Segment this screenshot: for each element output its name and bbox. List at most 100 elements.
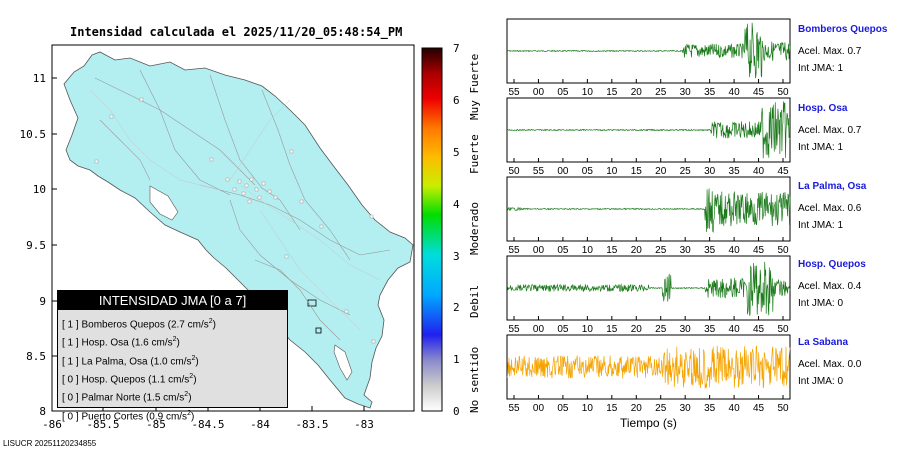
roads	[89, 89, 381, 331]
waveform-tick-label: 00	[533, 87, 545, 98]
waveform-tick-label: 50	[777, 245, 789, 256]
boundaries	[94, 69, 391, 341]
waveform-tick-label: 35	[704, 245, 716, 256]
waveform-tick-label: 50	[777, 87, 789, 98]
waveform-tick-label: 00	[533, 324, 545, 335]
waveform-tick-label: 05	[557, 403, 569, 414]
waveform-tick-label: 50	[777, 324, 789, 335]
station-info: Hosp. Quepos Acel. Max. 0.4 Int JMA: 0	[798, 259, 866, 312]
station-accel: Acel. Max. 0.4	[798, 281, 862, 292]
station-name: La Palma, Osa	[798, 181, 867, 192]
station-accel: Acel. Max. 0.7	[798, 46, 862, 57]
station-dots	[94, 97, 376, 344]
waveform-tick-label: 25	[655, 403, 667, 414]
legend-entry: [ 0 ] Hosp. Quepos (1.1 cm/s2)	[62, 372, 197, 386]
station-name: Hosp. Osa	[798, 103, 848, 114]
golfo-dulce	[333, 344, 353, 381]
waveform-tick-label: 25	[655, 87, 667, 98]
waveform-tick-label: 20	[631, 324, 643, 335]
waveform-tick-label: 10	[606, 166, 618, 177]
scale-tick: 0	[453, 405, 460, 418]
map-y-tick: 9.5	[26, 239, 46, 252]
waveform-tick-label: 50	[508, 166, 520, 177]
scale-tick: 6	[453, 94, 460, 107]
station-info: La Palma, Osa Acel. Max. 0.6 Int JMA: 1	[798, 181, 866, 234]
waveform-tick-label: 40	[729, 324, 741, 335]
waveform-tick-label: 00	[557, 166, 569, 177]
map-x-tick: -86	[42, 418, 62, 431]
station-info: La Sabana Acel. Max. 0.0 Int JMA: 0	[798, 337, 861, 390]
waveform-tick-label: 30	[680, 87, 692, 98]
waveform-tick-label: 45	[753, 87, 765, 98]
station-accel: Acel. Max. 0.0	[798, 359, 862, 370]
waveform-tick-label: 30	[680, 403, 692, 414]
waveform-tick-label: 10	[582, 403, 594, 414]
waveform-tick-label: 10	[582, 87, 594, 98]
waveform-tick-label: 00	[533, 245, 545, 256]
waveform-tick-label: 00	[533, 403, 545, 414]
legend-entry: [ 0 ] Puerto Cortes (0.9 cm/s2)	[62, 409, 195, 422]
waveform-trace	[506, 101, 791, 159]
waveform-tick-label: 55	[508, 324, 520, 335]
station-name: La Sabana	[798, 337, 849, 348]
waveform-tick-label: 35	[704, 324, 716, 335]
scale-label-muy-fuerte: Muy Fuerte	[468, 54, 481, 120]
map-title: Intensidad calculada el 2025/11/20_05:48…	[70, 25, 403, 39]
station-int: Int JMA: 0	[798, 376, 844, 387]
intensity-legend: INTENSIDAD JMA [0 a 7] [ 1 ] Bomberos Qu…	[57, 290, 288, 422]
waveform-tick-label: 15	[631, 166, 643, 177]
legend-header: INTENSIDAD JMA [0 a 7]	[58, 291, 287, 310]
scale-tick: 7	[453, 42, 460, 55]
waveform-tick-label: 40	[753, 166, 765, 177]
station-info: Bomberos Quepos Acel. Max. 0.7 Int JMA: …	[798, 24, 887, 77]
legend-entry: [ 0 ] Palmar Norte (1.5 cm/s2)	[62, 391, 192, 404]
footer-id: LISUCR 20251120234855	[3, 439, 97, 448]
map-y-tick: 11	[33, 72, 46, 85]
waveform-tick-label: 55	[508, 245, 520, 256]
waveform-tick-label: 45	[753, 403, 765, 414]
map-y-tick-labels: 11 10.5 10 9.5 9 8.5 8	[20, 72, 47, 418]
waveform-tick-label: 10	[582, 245, 594, 256]
station-name: Bomberos Quepos	[798, 24, 888, 35]
map-y-tick: 8	[39, 405, 46, 418]
scale-label-fuerte: Fuerte	[468, 134, 481, 174]
legend-entry: [ 1 ] La Palma, Osa (1.0 cm/s2)	[62, 354, 199, 367]
waveform-trace	[506, 261, 791, 316]
scale-ticks: 7 6 5 4 3 2 1 0	[453, 42, 460, 418]
waveform-tick-label: 35	[704, 87, 716, 98]
waveform-trace	[506, 345, 791, 390]
waveform-tick-label: 15	[606, 403, 618, 414]
waveform-tick-label: 40	[729, 403, 741, 414]
legend-entry: [ 1 ] Bomberos Quepos (2.7 cm/s2)	[62, 318, 216, 331]
waveform-tick-label: 25	[655, 245, 667, 256]
legend-list: [ 1 ] Bomberos Quepos (2.7 cm/s2) [ 1 ] …	[58, 310, 287, 424]
station-int: Int JMA: 1	[798, 142, 844, 153]
waveform-tick-label: 05	[557, 245, 569, 256]
waveform-tick-label: 05	[557, 87, 569, 98]
waveform-tick-label: 20	[631, 87, 643, 98]
color-bar	[421, 47, 443, 412]
map-x-tick-labels: -86 -85.5 -85 -84.5 -84 -83.5 -83	[42, 418, 374, 431]
station-accel: Acel. Max. 0.6	[798, 203, 862, 214]
station-info: Hosp. Osa Acel. Max. 0.7 Int JMA: 1	[798, 103, 861, 156]
waveform-tick-label: 45	[753, 324, 765, 335]
waveform-tick-label: 30	[704, 166, 716, 177]
waveform-tick-label: 40	[729, 87, 741, 98]
costa-rica-landmass	[63, 51, 414, 409]
waveform-tick-label: 05	[582, 166, 594, 177]
station-name: Hosp. Quepos	[798, 259, 866, 270]
map-y-tick: 9	[39, 295, 46, 308]
map-x-tick: -85	[146, 418, 166, 431]
scale-labels: No sentido Debil Moderado Fuerte Muy Fue…	[468, 54, 481, 413]
waveform-tick-label: 30	[680, 324, 692, 335]
waveform-tick-label: 05	[557, 324, 569, 335]
map-y-tick: 10	[33, 183, 46, 196]
waveform-tick-label: 15	[606, 87, 618, 98]
legend-entry: [ 1 ] Hosp. Osa (1.6 cm/s2)	[62, 336, 180, 349]
map-x-tick: -83.5	[295, 418, 328, 431]
waveform-tick-label: 20	[655, 166, 667, 177]
time-axis-label: Tiempo (s)	[620, 416, 677, 430]
waveform-tick-label: 45	[753, 245, 765, 256]
